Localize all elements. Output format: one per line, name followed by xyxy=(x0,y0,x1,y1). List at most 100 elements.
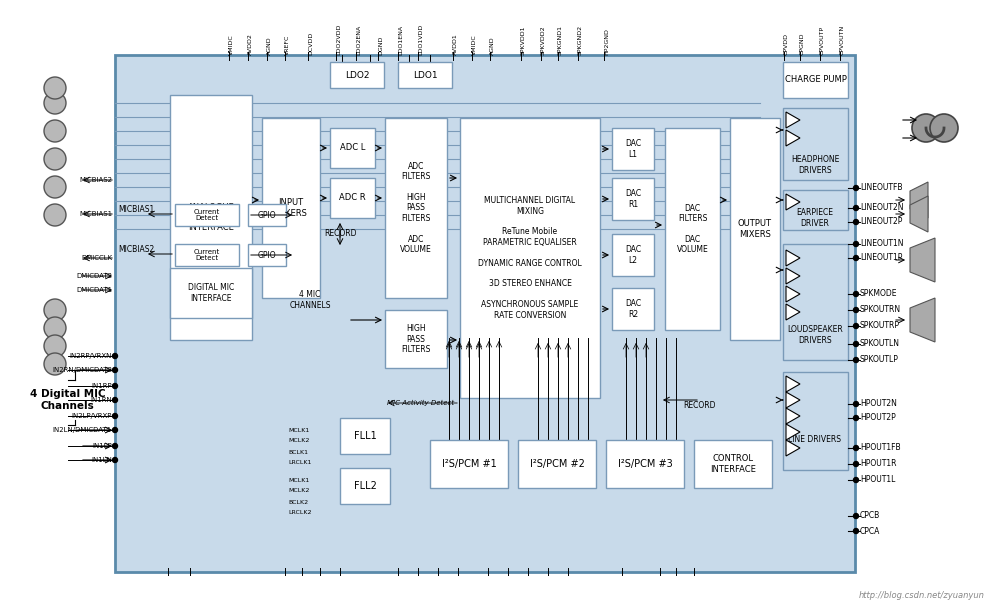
Text: IN1RN: IN1RN xyxy=(91,397,112,403)
Polygon shape xyxy=(786,408,800,424)
Circle shape xyxy=(44,335,66,357)
Text: CPVDD: CPVDD xyxy=(784,33,789,55)
Text: Current
Detect: Current Detect xyxy=(194,249,220,262)
Text: SPKOUTLN: SPKOUTLN xyxy=(860,340,900,349)
Text: MCLK2: MCLK2 xyxy=(288,489,310,494)
Circle shape xyxy=(113,427,118,432)
Circle shape xyxy=(113,443,118,448)
Polygon shape xyxy=(786,424,800,440)
Text: HPOUT1FB: HPOUT1FB xyxy=(860,443,900,453)
Polygon shape xyxy=(786,392,800,408)
Text: SPKMODE: SPKMODE xyxy=(860,289,897,298)
Circle shape xyxy=(854,402,859,406)
Text: CPGND: CPGND xyxy=(800,33,805,55)
Bar xyxy=(330,178,375,218)
Text: CPCA: CPCA xyxy=(860,526,880,535)
Text: LINEOUT1N: LINEOUT1N xyxy=(860,239,903,249)
Text: AGND: AGND xyxy=(490,36,495,55)
Circle shape xyxy=(854,341,859,346)
Text: ANALOGUE
MIC
INTERFACE: ANALOGUE MIC INTERFACE xyxy=(187,203,234,233)
Text: IN2LP/VRXP: IN2LP/VRXP xyxy=(72,413,112,419)
Bar xyxy=(170,268,252,318)
Text: GPIO: GPIO xyxy=(258,251,276,260)
Text: HPOUT2P: HPOUT2P xyxy=(860,413,895,422)
Circle shape xyxy=(854,241,859,246)
Circle shape xyxy=(44,317,66,339)
Text: ADC L: ADC L xyxy=(340,144,366,152)
Bar xyxy=(783,108,848,180)
Bar xyxy=(783,244,848,360)
Text: LINEOUT1P: LINEOUT1P xyxy=(860,254,902,263)
Text: http://blog.csdn.net/zyuanyun: http://blog.csdn.net/zyuanyun xyxy=(860,591,985,600)
Circle shape xyxy=(854,292,859,297)
Text: DAC
L1: DAC L1 xyxy=(624,139,641,158)
Text: AVDD2: AVDD2 xyxy=(248,33,253,55)
Polygon shape xyxy=(786,112,800,128)
Bar xyxy=(694,440,772,488)
Circle shape xyxy=(854,308,859,313)
Text: AVDD1: AVDD1 xyxy=(453,33,458,55)
Text: VMIDC: VMIDC xyxy=(229,34,234,55)
Bar xyxy=(115,55,855,572)
Text: LDO1: LDO1 xyxy=(412,71,437,79)
Circle shape xyxy=(854,324,859,328)
Polygon shape xyxy=(910,238,935,282)
Text: DIGITAL MIC
INTERFACE: DIGITAL MIC INTERFACE xyxy=(188,283,234,303)
Text: IN2RP/VRXN: IN2RP/VRXN xyxy=(70,353,112,359)
Circle shape xyxy=(44,92,66,114)
Circle shape xyxy=(44,299,66,321)
Text: LOUDSPEAKER
DRIVERS: LOUDSPEAKER DRIVERS xyxy=(787,325,843,344)
Circle shape xyxy=(44,120,66,142)
Text: AGND: AGND xyxy=(267,36,272,55)
Bar xyxy=(783,372,848,470)
Bar xyxy=(248,244,286,266)
Text: DAC
L2: DAC L2 xyxy=(624,246,641,265)
Bar xyxy=(330,62,384,88)
Circle shape xyxy=(854,255,859,260)
Text: CPVOUTP: CPVOUTP xyxy=(820,26,825,55)
Text: I²S/PCM #2: I²S/PCM #2 xyxy=(530,459,585,469)
Bar xyxy=(730,118,780,340)
Circle shape xyxy=(44,204,66,226)
Text: IN1LP: IN1LP xyxy=(93,443,112,449)
Bar xyxy=(430,440,508,488)
Text: INPUT
MIXERS: INPUT MIXERS xyxy=(275,198,307,218)
Bar xyxy=(783,190,848,230)
Text: LDO1ENA: LDO1ENA xyxy=(398,25,403,55)
Text: DCVDD: DCVDD xyxy=(308,32,313,55)
Text: MICBIAS2: MICBIAS2 xyxy=(118,246,154,254)
Polygon shape xyxy=(786,130,800,146)
Text: DAC
FILTERS

DAC
VOLUME: DAC FILTERS DAC VOLUME xyxy=(676,204,708,254)
Text: MICBIAS2: MICBIAS2 xyxy=(79,177,112,183)
Text: DMICCLK: DMICCLK xyxy=(81,255,112,261)
Circle shape xyxy=(912,114,940,142)
Polygon shape xyxy=(786,440,800,456)
Text: ADC R: ADC R xyxy=(340,193,366,203)
Text: LDO2VDD: LDO2VDD xyxy=(336,23,341,55)
Text: LINEOUT2N: LINEOUT2N xyxy=(860,203,903,212)
Text: FLL1: FLL1 xyxy=(354,431,376,441)
Polygon shape xyxy=(786,268,800,284)
Bar xyxy=(385,310,447,368)
Circle shape xyxy=(113,384,118,389)
Text: LRCLK2: LRCLK2 xyxy=(288,510,312,516)
Text: IN1LN: IN1LN xyxy=(91,457,112,463)
Polygon shape xyxy=(786,304,800,320)
Polygon shape xyxy=(786,194,800,210)
Bar xyxy=(606,440,684,488)
Text: IN2LN/DMICDAT1: IN2LN/DMICDAT1 xyxy=(53,427,112,433)
Circle shape xyxy=(113,397,118,403)
Text: ADC
FILTERS

HIGH
PASS
FILTERS

ADC
VOLUME: ADC FILTERS HIGH PASS FILTERS ADC VOLUME xyxy=(400,162,432,254)
Polygon shape xyxy=(786,250,800,266)
Text: OUTPUT
MIXERS: OUTPUT MIXERS xyxy=(738,219,772,239)
Circle shape xyxy=(113,354,118,359)
Text: 4 Digital MIC
Channels: 4 Digital MIC Channels xyxy=(30,389,106,411)
Text: LINEOUTFB: LINEOUTFB xyxy=(860,184,902,193)
Text: DMICDAT1: DMICDAT1 xyxy=(76,287,112,293)
Text: RECORD: RECORD xyxy=(324,228,357,238)
Bar xyxy=(170,95,252,340)
Text: MCLK1: MCLK1 xyxy=(288,478,309,483)
Text: LINEOUT2P: LINEOUT2P xyxy=(860,217,902,227)
Text: LRCLK1: LRCLK1 xyxy=(288,460,312,465)
Text: DMICDAT2: DMICDAT2 xyxy=(76,273,112,279)
